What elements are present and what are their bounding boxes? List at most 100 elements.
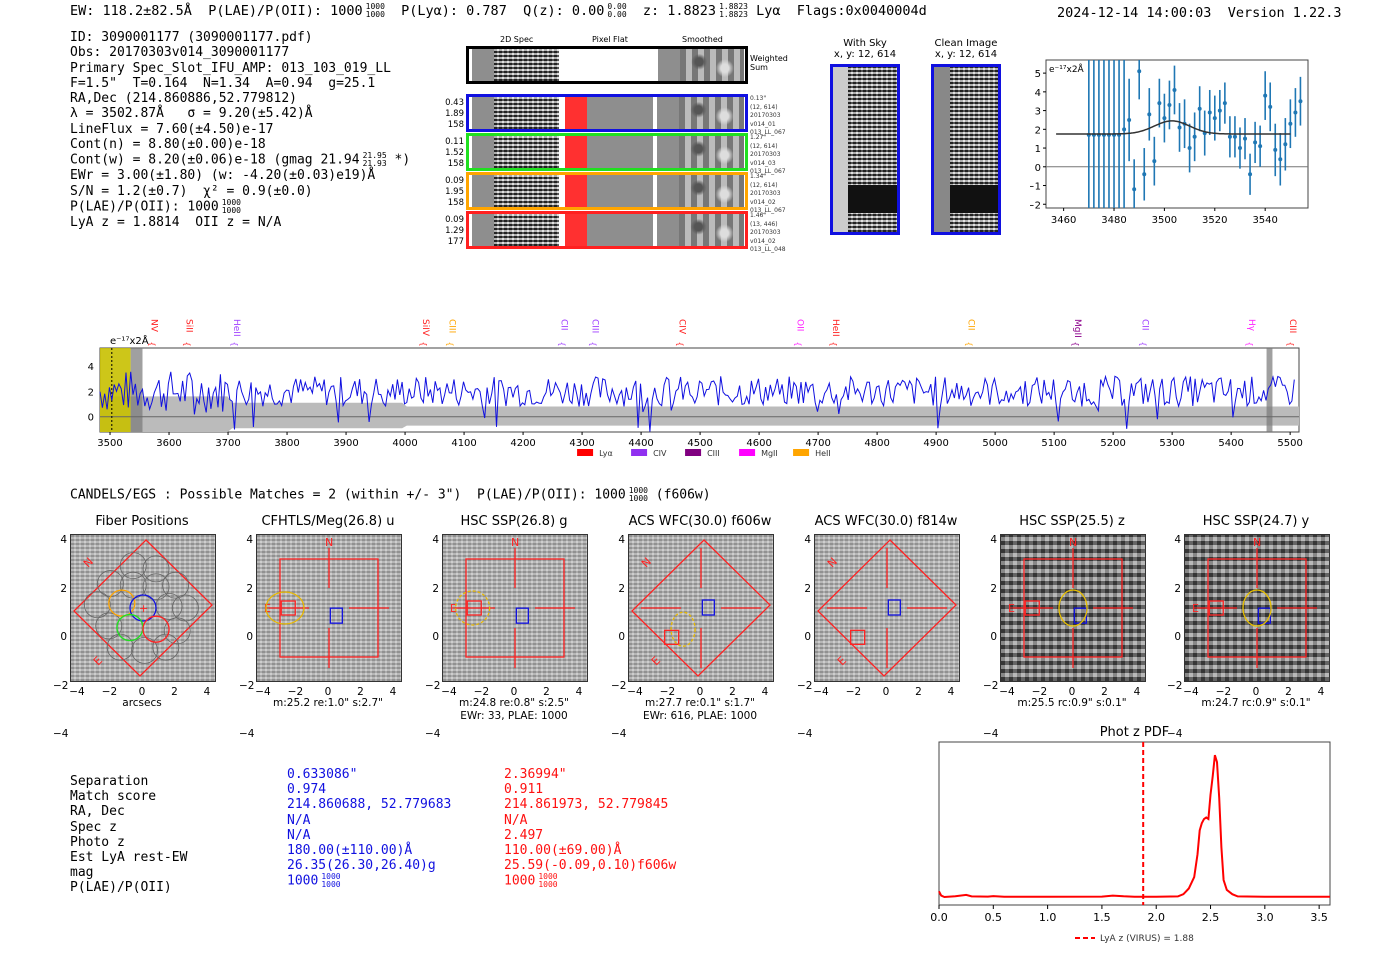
fiber-circle: [163, 617, 191, 645]
fit-curve: [1056, 120, 1291, 135]
cutout-image: N E +: [70, 534, 216, 682]
y-tick-label: −2: [983, 679, 999, 692]
cont-w-text: Cont(w) = 8.20(±0.06)e-18 (gmag 21.94: [70, 152, 360, 168]
x-tick-label: 2: [729, 686, 736, 698]
x-tick-label: 4800: [864, 438, 889, 449]
fiber-stats-2: 0.11 1.52 158: [445, 137, 464, 169]
x-tick-label: 4: [389, 686, 397, 698]
info-cont-w: Cont(w) = 8.20(±0.06)e-18 (gmag 21.94 21.…: [70, 152, 410, 168]
east-label: E: [649, 654, 663, 668]
emission-line-label: CIV: [676, 319, 686, 335]
x-tick-label: 2: [915, 686, 922, 698]
weighted-sum-label: Weighted Sum: [750, 54, 788, 72]
y-tick-label: 5: [1035, 69, 1041, 80]
line-window-highlight: [100, 348, 131, 432]
x-tick-label: 0: [138, 686, 146, 698]
fov-diamond: [817, 539, 957, 677]
data-point: [1147, 112, 1152, 117]
y-tick-label: 4: [88, 362, 94, 373]
x-tick-label: −4: [813, 686, 829, 698]
x-tick-label: −2: [473, 686, 490, 698]
data-point: [1172, 87, 1177, 92]
data-point: [1258, 144, 1263, 149]
x-tick-label: −2: [1215, 686, 1232, 698]
caption-line: m:25.5 rc:0.9" s:0.1": [1017, 697, 1127, 709]
x-tick-label: 5400: [1218, 438, 1243, 449]
line-id: Lyα: [756, 3, 781, 19]
emission-line-label: CII: [966, 319, 976, 331]
col-label-2dspec: 2D Spec: [500, 35, 534, 44]
photz-pdf-chart: Phot z PDF 0.0 0.5 1.0 1.5 2.0 2.5 3.0 3.5 LyA z …: [930, 725, 1331, 944]
north-label: N: [325, 536, 333, 549]
emission-line-tick: {: [147, 341, 156, 346]
x-tick-label: 4600: [746, 438, 771, 449]
x-tick-label: 1.0: [1039, 911, 1057, 924]
y-tick-label: 4: [60, 534, 67, 546]
data-point: [1298, 99, 1303, 104]
x-tick-label: 0.0: [930, 911, 948, 924]
north-label: N: [81, 555, 96, 570]
east-label: E: [835, 654, 849, 668]
x-tick-label: 5000: [982, 438, 1007, 449]
x-tick-label: 5500: [1277, 438, 1302, 449]
y-tick-label: 0: [88, 413, 94, 424]
x-tick-label: 4200: [510, 438, 535, 449]
x-tick-label: 0.5: [985, 911, 1003, 924]
y-tick-label: 4: [246, 534, 253, 546]
y-tick-label: −2: [1167, 679, 1183, 692]
fiber-red: [142, 615, 170, 643]
fiber-circle: [106, 633, 134, 661]
x-tick-label: 2: [171, 686, 178, 698]
fiber-orange: [108, 589, 136, 617]
emission-line-label: SiII: [184, 319, 194, 333]
x-tick-label: 4: [947, 686, 955, 698]
spectrum-line: [99, 371, 1295, 432]
center-cross: +: [139, 602, 148, 615]
emission-line-tick: {: [1245, 341, 1254, 346]
aperture: [454, 590, 491, 626]
match-2-marker: [850, 629, 866, 645]
x-tick-label: 5100: [1041, 438, 1066, 449]
x-tick-label: 4900: [923, 438, 948, 449]
emission-line-tick: {: [829, 341, 838, 346]
pdf-curve: [938, 754, 1330, 899]
y-tick-label: 0: [990, 631, 997, 643]
fiber-stats-3: 0.09 1.95 158: [445, 176, 464, 208]
emission-line-tick: {: [589, 341, 598, 346]
x-tick-label: −4: [441, 686, 457, 698]
line-fit-chart: −2 −1 0 1 2 3 4 5 3460 3480 3500 3520 3540 e⁻¹⁷x2Å: [1030, 59, 1309, 226]
fiber-meta-1: 0.13" (12, 614) 20170303 v014_01 013_LL_067: [750, 95, 786, 136]
weighted-sum-strip: [466, 46, 748, 84]
y-tick-label: 2: [246, 582, 253, 595]
x-tick-label: 3540: [1252, 215, 1277, 226]
cutout-caption: m:25.5 rc:0.9" s:0.1": [987, 697, 1157, 710]
info-lambda: λ = 3502.87Å σ = 9.20(±5.42)Å: [70, 106, 313, 122]
data-point: [1268, 104, 1273, 109]
legend-label: CIV: [653, 449, 667, 458]
y-tick-label: −4: [53, 728, 69, 740]
fiber-green: [116, 613, 144, 642]
x-tick-label: 3460: [1051, 215, 1076, 226]
fiber-meta-4: 1.46" (13, 446) 20170303 v014_02 013_LL_048: [750, 212, 786, 253]
y-tick-label: −4: [983, 728, 999, 740]
y-tick-label: 2: [60, 582, 67, 595]
legend-label: Lyα: [599, 449, 613, 458]
match-row-labels: Separation Match score RA, Dec Spec z Photo …: [70, 774, 188, 896]
x-tick-label: 0: [696, 686, 704, 698]
data-point: [1227, 134, 1232, 139]
x-tick-label: 3500: [97, 438, 122, 449]
emission-line-label: HeII: [830, 319, 840, 337]
info-id: ID: 3090001177 (3090001177.pdf): [70, 30, 313, 45]
fiber-circle: [142, 573, 170, 601]
emission-line-label: NV: [148, 319, 158, 333]
x-tick-label: 3480: [1101, 215, 1126, 226]
data-point: [1232, 134, 1237, 139]
x-tick-label: −2: [287, 686, 304, 698]
y-tick-label: 2: [804, 582, 811, 595]
